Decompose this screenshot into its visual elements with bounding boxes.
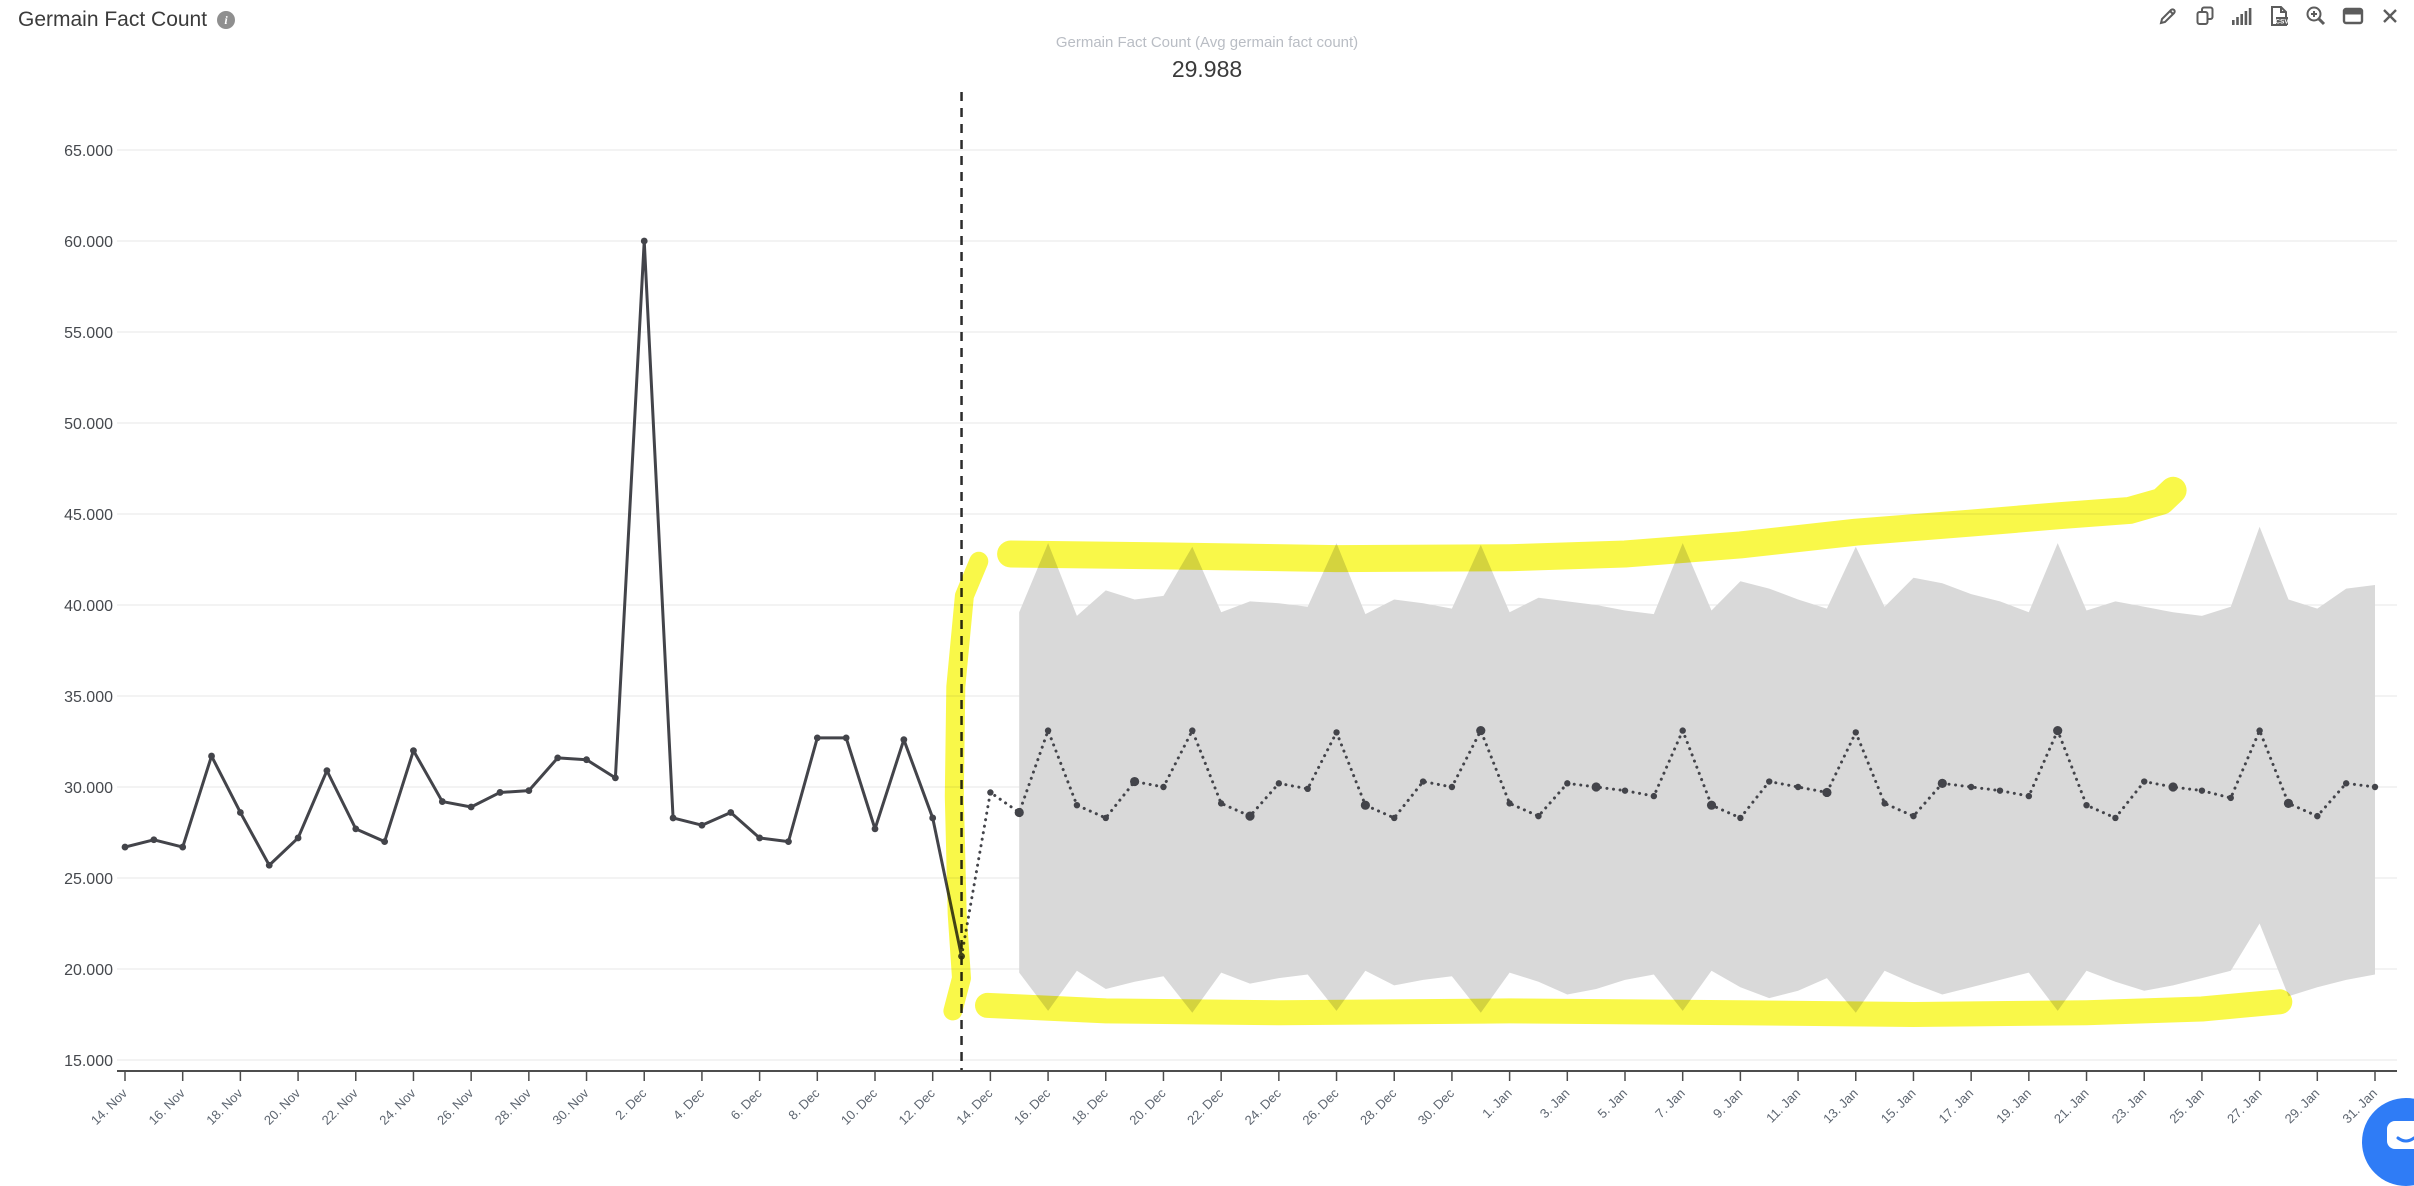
svg-text:29. Jan: 29. Jan <box>2282 1086 2323 1127</box>
svg-text:40.000: 40.000 <box>64 598 113 615</box>
svg-text:22. Nov: 22. Nov <box>319 1085 362 1128</box>
svg-text:30. Nov: 30. Nov <box>549 1085 592 1128</box>
historical-series <box>121 237 965 960</box>
svg-text:15. Jan: 15. Jan <box>1878 1086 1919 1127</box>
svg-text:65.000: 65.000 <box>64 143 113 160</box>
edit-pencil-icon[interactable] <box>2156 4 2180 28</box>
svg-text:14. Dec: 14. Dec <box>953 1085 996 1128</box>
svg-text:45.000: 45.000 <box>64 507 113 524</box>
svg-text:2. Dec: 2. Dec <box>612 1085 650 1123</box>
vertical-highlight <box>943 551 989 1021</box>
svg-text:15.000: 15.000 <box>64 1053 113 1070</box>
svg-text:22. Dec: 22. Dec <box>1184 1085 1227 1128</box>
chart-subtitle: Germain Fact Count (Avg germain fact cou… <box>1055 34 1359 51</box>
export-csv-icon[interactable]: CSV <box>2267 4 2291 28</box>
svg-text:24. Nov: 24. Nov <box>376 1085 419 1128</box>
svg-text:24. Dec: 24. Dec <box>1242 1085 1285 1128</box>
svg-text:1. Jan: 1. Jan <box>1479 1086 1515 1122</box>
svg-text:20. Nov: 20. Nov <box>261 1085 304 1128</box>
svg-text:6. Dec: 6. Dec <box>728 1085 766 1123</box>
svg-text:20. Dec: 20. Dec <box>1126 1085 1169 1128</box>
x-axis <box>117 1070 2397 1081</box>
svg-text:16. Dec: 16. Dec <box>1011 1085 1054 1128</box>
bar-stats-icon[interactable] <box>2230 4 2254 28</box>
svg-text:35.000: 35.000 <box>64 689 113 706</box>
highlight-annotations <box>943 476 2293 1027</box>
svg-text:23. Jan: 23. Jan <box>2109 1086 2150 1127</box>
svg-text:3. Jan: 3. Jan <box>1537 1086 1573 1122</box>
svg-text:9. Jan: 9. Jan <box>1710 1086 1746 1122</box>
svg-text:12. Dec: 12. Dec <box>896 1085 939 1128</box>
svg-text:25. Jan: 25. Jan <box>2166 1086 2207 1127</box>
y-axis-labels: 15.000 20.000 25.000 30.000 35.000 40.000 45.0… <box>64 143 113 1070</box>
svg-text:28. Dec: 28. Dec <box>1357 1085 1400 1128</box>
bottom-highlight <box>975 989 2293 1027</box>
confidence-band <box>1019 526 2376 1013</box>
svg-text:CSV: CSV <box>2275 18 2289 25</box>
svg-text:7. Jan: 7. Jan <box>1652 1086 1688 1122</box>
svg-text:26. Dec: 26. Dec <box>1299 1085 1342 1128</box>
svg-text:55.000: 55.000 <box>64 325 113 342</box>
svg-text:13. Jan: 13. Jan <box>1820 1086 1861 1127</box>
widget-header: Germain Fact Count i <box>18 8 236 32</box>
top-highlight <box>997 476 2187 573</box>
chart-canvas[interactable]: 15.000 20.000 25.000 30.000 35.000 40.000 45.0… <box>0 0 2414 1155</box>
svg-text:20.000: 20.000 <box>64 962 113 979</box>
svg-text:60.000: 60.000 <box>64 234 113 251</box>
svg-text:14. Nov: 14. Nov <box>88 1085 131 1128</box>
forecast-series <box>958 725 2379 960</box>
svg-text:30. Dec: 30. Dec <box>1415 1085 1458 1128</box>
close-icon[interactable] <box>2378 4 2402 28</box>
svg-text:18. Dec: 18. Dec <box>1069 1085 1112 1128</box>
svg-text:50.000: 50.000 <box>64 416 113 433</box>
svg-text:4. Dec: 4. Dec <box>670 1085 708 1123</box>
chart-headline-value: 29.988 <box>1171 56 1243 82</box>
svg-text:25.000: 25.000 <box>64 871 113 888</box>
svg-text:8. Dec: 8. Dec <box>785 1085 823 1123</box>
svg-text:18. Nov: 18. Nov <box>203 1085 246 1128</box>
chart-toolbar: CSV <box>2156 4 2402 28</box>
svg-text:5. Jan: 5. Jan <box>1594 1086 1630 1122</box>
x-axis-labels: 14. Nov 16. Nov 18. Nov 20. Nov 22. Nov 24. N… <box>88 1085 2380 1128</box>
svg-text:26. Nov: 26. Nov <box>434 1085 477 1128</box>
copy-icon[interactable] <box>2193 4 2217 28</box>
info-icon[interactable]: i <box>217 11 236 29</box>
svg-text:28. Nov: 28. Nov <box>492 1085 535 1128</box>
svg-text:19. Jan: 19. Jan <box>1993 1086 2034 1127</box>
svg-text:16. Nov: 16. Nov <box>146 1085 189 1128</box>
svg-text:27. Jan: 27. Jan <box>2224 1086 2265 1127</box>
window-icon[interactable] <box>2341 4 2365 28</box>
page-title: Germain Fact Count <box>18 8 208 31</box>
svg-text:21. Jan: 21. Jan <box>2051 1086 2092 1127</box>
svg-text:10. Dec: 10. Dec <box>838 1085 881 1128</box>
chat-bubble-icon <box>2387 1121 2414 1149</box>
svg-text:11. Jan: 11. Jan <box>1763 1086 1803 1126</box>
svg-text:30.000: 30.000 <box>64 780 113 797</box>
svg-text:17. Jan: 17. Jan <box>1936 1086 1977 1127</box>
zoom-in-icon[interactable] <box>2304 4 2328 28</box>
